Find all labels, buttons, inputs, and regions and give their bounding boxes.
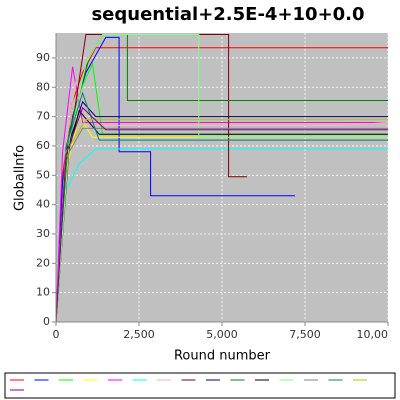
y-tick-label: 70 xyxy=(36,110,50,123)
x-tick-label: 0 xyxy=(53,328,60,341)
x-tick-label: 2,500 xyxy=(123,328,155,341)
lines xyxy=(56,34,388,322)
y-tick-label: 20 xyxy=(36,256,50,269)
series-line xyxy=(56,106,388,322)
ticks: 0 10 20 30 40 50 60 70 80 90 0 2,500 5,000 7,500 10,00 xyxy=(36,51,389,341)
x-tick-label: 10,00 xyxy=(357,328,389,341)
series-line xyxy=(56,66,388,322)
y-tick-label: 80 xyxy=(36,80,50,93)
y-tick-label: 90 xyxy=(36,51,50,64)
y-tick-label: 10 xyxy=(36,286,50,299)
y-tick-label: 60 xyxy=(36,139,50,152)
x-tick-label: 7,500 xyxy=(289,328,321,341)
y-tick-label: 40 xyxy=(36,198,50,211)
chart-title: sequential+2.5E-4+10+0.0 xyxy=(91,4,364,25)
y-tick-label: 50 xyxy=(36,168,50,181)
y-tick-label: 0 xyxy=(43,315,50,328)
x-axis-label: Round number xyxy=(174,349,271,364)
y-axis-label: GlobalInfo xyxy=(13,145,28,211)
legend xyxy=(4,372,396,399)
legend-items xyxy=(10,379,367,391)
series-line xyxy=(56,34,388,322)
y-tick-label: 30 xyxy=(36,227,50,240)
x-tick-label: 5,000 xyxy=(206,328,238,341)
